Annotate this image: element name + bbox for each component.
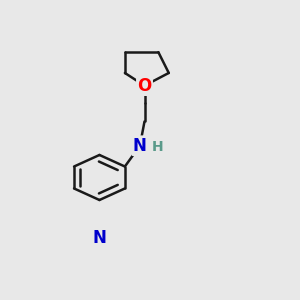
Text: H: H	[152, 140, 163, 154]
Text: N: N	[92, 229, 106, 247]
Text: N: N	[133, 137, 147, 155]
Text: O: O	[137, 77, 152, 95]
